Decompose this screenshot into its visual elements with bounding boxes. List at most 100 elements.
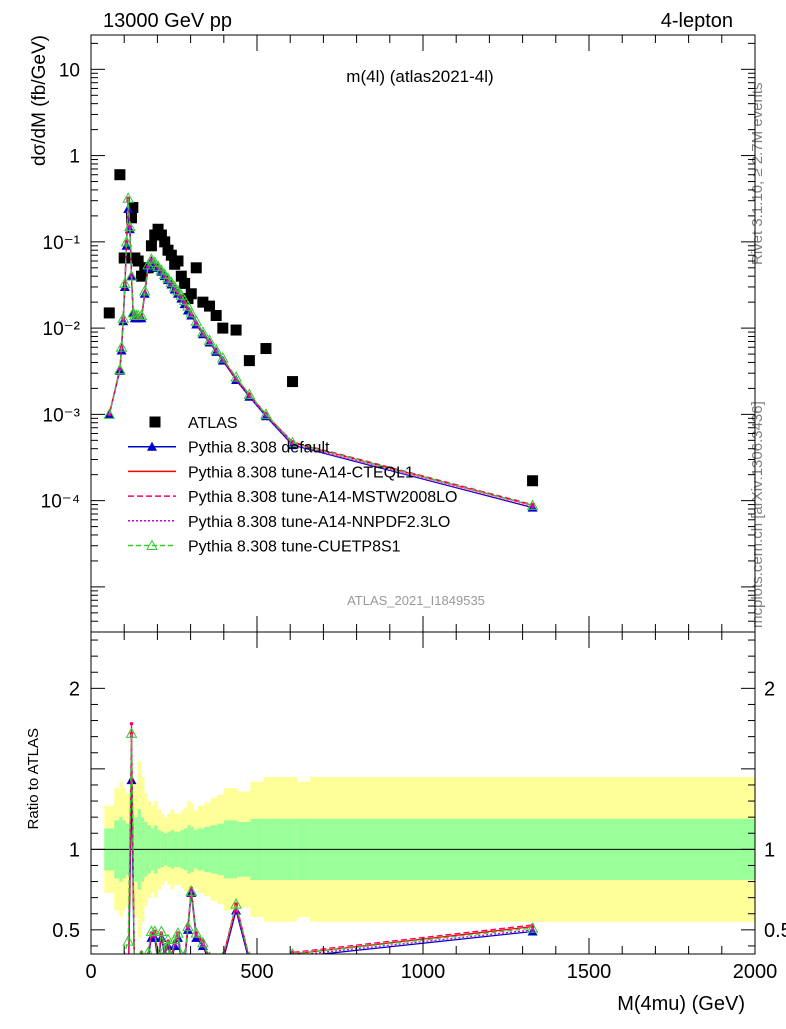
legend-marker	[146, 539, 158, 550]
legend-label: Pythia 8.308 tune-CUETP8S1	[188, 539, 401, 556]
x-tick-label: 0	[85, 961, 96, 983]
analysis-watermark: ATLAS_2021_I1849535	[347, 593, 485, 608]
ratio-point-cuetp8s1	[182, 920, 194, 932]
ratio-point-cuetp8s1	[211, 986, 221, 995]
y-tick-label: 10⁻³	[43, 405, 81, 426]
header-process-label: 4-lepton	[661, 10, 733, 32]
ratio-point-mstw	[208, 955, 212, 959]
point-cuetp8s1	[117, 312, 130, 323]
point-data	[260, 343, 272, 355]
y-tick-label: 1	[69, 147, 80, 168]
ratio-y-tick-label-right: 1	[764, 839, 775, 861]
ratio-y-axis-label: Ratio to ATLAS	[25, 728, 42, 829]
series-line-nnpdf	[108, 200, 533, 508]
legend-swatch	[149, 416, 161, 428]
ratio-point-default	[153, 957, 163, 966]
point-cuetp8s1	[165, 276, 178, 287]
ratio-point-mstw	[156, 955, 160, 959]
ratio-point-cuetp8s1	[125, 727, 138, 738]
ratio-point-nnpdf	[146, 955, 150, 959]
point-cuetp8s1	[119, 277, 131, 288]
point-data	[172, 255, 184, 267]
point-data	[132, 255, 144, 267]
ratio-point-cteql1	[133, 1001, 137, 1005]
point-data	[185, 288, 197, 300]
point-nnpdf	[128, 226, 132, 230]
ratio-point-default	[166, 957, 176, 966]
y-tick-label: 10⁻¹	[43, 233, 81, 254]
point-cuetp8s1	[526, 499, 539, 510]
x-tick-label: 1000	[401, 961, 446, 983]
point-data	[159, 236, 171, 248]
ratio-point-cteql1	[136, 1001, 140, 1005]
ratio-point-default	[180, 957, 190, 966]
ratio-point-mstw	[107, 1001, 111, 1005]
point-data	[145, 240, 157, 252]
ratio-point-nnpdf	[221, 959, 225, 963]
point-cuetp8s1	[155, 264, 168, 275]
x-axis-label: M(4mu) (GeV)	[617, 993, 745, 1015]
ratio-point-nnpdf	[214, 991, 218, 995]
ratio-point-cuetp8s1	[185, 885, 198, 896]
ratio-point-nnpdf	[156, 959, 160, 963]
point-cuetp8s1	[125, 270, 138, 281]
point-data	[175, 270, 187, 282]
ratio-y-tick-label-right: 2	[764, 678, 775, 700]
ratio-point-mstw	[221, 955, 225, 959]
ratio-point-default	[123, 997, 133, 1006]
ratio-point-cuetp8s1	[155, 949, 161, 954]
point-cuetp8s1	[230, 371, 242, 382]
point-data	[190, 262, 202, 274]
ratio-point-cteql1	[180, 957, 184, 961]
point-data	[149, 229, 161, 241]
ratio-point-default	[148, 953, 149, 954]
ratio-point-nnpdf	[136, 1001, 140, 1005]
point-nnpdf	[121, 317, 126, 322]
point-data	[122, 252, 134, 264]
point-cuetp8s1	[210, 343, 223, 355]
point-mstw	[530, 502, 535, 507]
ratio-point-cuetp8s1	[130, 997, 140, 1006]
ratio-point-mstw	[248, 955, 252, 959]
ratio-point-cuetp8s1	[261, 986, 271, 995]
ratio-point-default	[176, 957, 186, 966]
ratio-point-cuetp8s1	[122, 935, 135, 946]
point-cuetp8s1	[172, 284, 184, 296]
ratio-point-mstw	[129, 721, 134, 726]
legend-item: Pythia 8.308 tune-CUETP8S1	[128, 539, 401, 556]
y-axis-label: dσ/dM (fb/GeV)	[29, 35, 50, 166]
point-data	[527, 475, 539, 487]
legend-label: Pythia 8.308 tune-A14-MSTW2008LO	[188, 489, 457, 506]
ratio-point-default	[211, 989, 221, 998]
ratio-point-mstw	[180, 955, 184, 959]
point-data	[204, 300, 216, 312]
ratio-point-cuetp8s1	[230, 898, 242, 909]
ratio-point-mstw	[136, 1001, 140, 1005]
legend: ATLAS Pythia 8.308 default Pythia 8.308 tu…	[128, 415, 457, 556]
ratio-point-cteql1	[107, 1001, 111, 1005]
ratio-y-tick-label-right: 0.5	[764, 920, 786, 942]
series-line-cuetp8s1	[108, 198, 533, 507]
y-tick-label: 10⁻⁴	[41, 492, 80, 513]
ratio-point-cteql1	[183, 957, 187, 961]
point-data	[127, 202, 139, 214]
ratio-point-cteql1	[264, 989, 268, 993]
point-data	[210, 310, 222, 322]
point-cuetp8s1	[123, 220, 136, 232]
ratio-point-mstw	[234, 902, 238, 906]
plot-title: m(4l) (atlas2021-4l)	[346, 67, 493, 86]
legend-item: ATLAS	[149, 415, 238, 432]
point-cuetp8s1	[138, 284, 151, 296]
ratio-point-default	[261, 989, 271, 998]
ratio-y-tick-label: 0.5	[52, 920, 80, 942]
point-data	[197, 296, 209, 308]
ratio-point-cteql1	[221, 957, 225, 961]
point-cuetp8s1	[190, 315, 203, 326]
ratio-point-cuetp8s1	[172, 927, 184, 938]
point-data	[230, 324, 242, 336]
ratio-plot-frame	[90, 631, 756, 955]
point-cuetp8s1	[197, 326, 209, 337]
ratio-point-nnpdf	[143, 991, 147, 995]
legend-item: Pythia 8.308 tune-A14-CTEQL1	[128, 464, 414, 481]
